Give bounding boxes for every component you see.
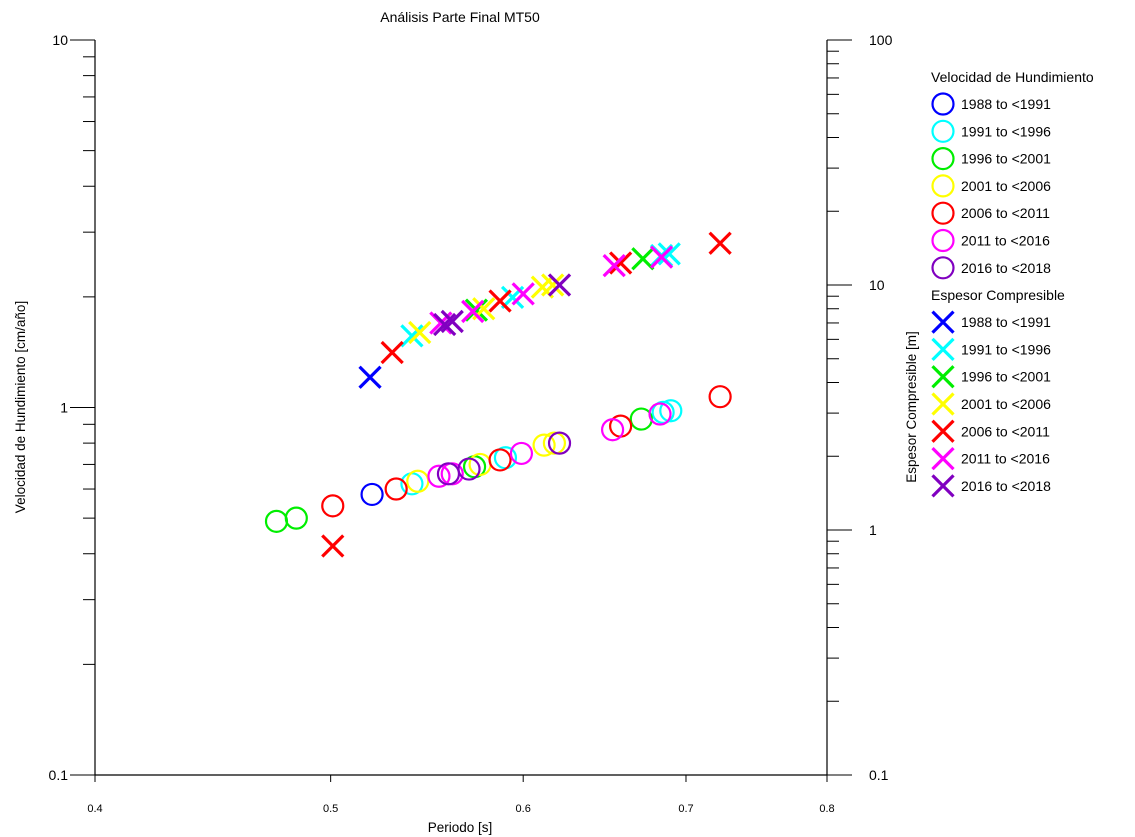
data-point-circle (360, 482, 384, 507)
legend-marker-circle (931, 201, 955, 225)
legend-entry-label: 1996 to <2001 (961, 151, 1051, 167)
legend-marker-circle (931, 256, 955, 280)
data-point-circle (264, 509, 289, 533)
legend-entry-label: 2001 to <2006 (961, 178, 1051, 194)
legend-marker-circle (931, 147, 955, 171)
y-axis-title: Velocidad de Hundimiento [cm/año] (13, 301, 28, 513)
legend-group-title: Velocidad de Hundimiento (931, 69, 1094, 85)
data-point-cross (433, 312, 457, 337)
y-tick-label: 0.1 (49, 767, 69, 783)
data-point-cross (464, 298, 489, 322)
chart-title: Análisis Parte Final MT50 (380, 9, 540, 25)
data-point-circle (384, 477, 408, 501)
legend-entry-label: 2016 to <2018 (961, 260, 1051, 276)
x-tick-label: 0.6 (516, 803, 531, 815)
x-tick-label: 0.4 (87, 803, 102, 815)
legend: Velocidad de Hundimiento 1988 to <1991 199… (931, 69, 1094, 498)
data-point-circle (547, 431, 572, 455)
data-point-cross (461, 299, 485, 324)
x-axis-title: Periodo [s] (428, 820, 493, 835)
y-tick-label: 10 (52, 32, 68, 48)
data-point-cross (631, 247, 655, 271)
y2-tick-label: 0.1 (869, 767, 889, 783)
axis-ticks: 0.4 0.5 0.6 0.7 0.8 0.1 1 10 0.1 1 10 100 (49, 32, 893, 815)
legend-entry-label: 2016 to <2018 (961, 478, 1051, 494)
data-point-circle (427, 464, 451, 488)
legend-marker-cross (931, 419, 955, 443)
legend-marker-cross (931, 337, 955, 362)
y2-tick-label: 1 (869, 522, 877, 538)
legend-entry-label: 2011 to <2016 (961, 451, 1050, 467)
data-points (264, 231, 732, 558)
data-point-circle (708, 385, 732, 409)
data-point-circle (542, 431, 567, 455)
data-point-circle (659, 399, 683, 423)
x-tick-label: 0.5 (323, 803, 338, 815)
data-point-cross (358, 365, 382, 389)
legend-marker-circle (931, 174, 955, 198)
data-point-cross (609, 251, 633, 275)
legend-entry-label: 2006 to <2011 (961, 423, 1050, 439)
data-point-circle (457, 457, 481, 481)
data-point-cross (321, 534, 345, 558)
data-point-cross (649, 245, 674, 269)
y2-axis-title: Espesor Compresible [m] (904, 331, 919, 483)
legend-marker-cross (931, 474, 955, 498)
legend-marker-circle (931, 228, 955, 253)
data-point-circle (406, 469, 430, 493)
legend-entry-label: 2011 to <2016 (961, 233, 1050, 249)
legend-entry-label: 1988 to <1991 (961, 96, 1051, 112)
data-point-cross (541, 273, 565, 297)
data-point-cross (440, 309, 464, 334)
legend-entry-label: 1991 to <1996 (961, 123, 1051, 139)
legend-entry-label: 1988 to <1991 (961, 314, 1051, 330)
legend-marker-cross (931, 446, 955, 471)
data-point-cross (380, 340, 404, 365)
legend-group-title: Espesor Compresible (931, 287, 1065, 303)
y-tick-label: 1 (60, 400, 68, 416)
legend-marker-circle (931, 92, 955, 116)
legend-marker-cross (931, 310, 955, 334)
data-point-circle (600, 418, 625, 442)
data-point-cross (547, 273, 572, 297)
legend-marker-circle (931, 119, 955, 143)
data-point-circle (321, 494, 345, 518)
y2-tick-label: 10 (869, 277, 885, 293)
legend-marker-cross (931, 365, 955, 389)
data-point-cross (488, 289, 512, 313)
data-point-cross (657, 242, 681, 266)
data-point-cross (408, 320, 432, 345)
data-point-circle (532, 433, 556, 457)
data-point-circle (651, 400, 675, 424)
y2-tick-label: 100 (869, 32, 893, 48)
data-point-circle (648, 402, 672, 426)
legend-entry-label: 1996 to <2001 (961, 369, 1051, 385)
legend-entry-label: 1991 to <1996 (961, 341, 1051, 357)
x-tick-label: 0.8 (819, 803, 834, 815)
x-tick-label: 0.7 (678, 803, 693, 815)
data-point-circle (284, 506, 308, 530)
data-point-circle (509, 441, 534, 466)
data-point-cross (400, 324, 424, 348)
data-point-cross (708, 231, 732, 255)
data-point-cross (602, 253, 626, 278)
legend-entry-label: 2006 to <2011 (961, 205, 1050, 221)
legend-entry-label: 2001 to <2006 (961, 396, 1051, 412)
legend-marker-cross (931, 392, 955, 416)
data-point-circle (488, 448, 512, 472)
data-point-cross (511, 282, 535, 306)
